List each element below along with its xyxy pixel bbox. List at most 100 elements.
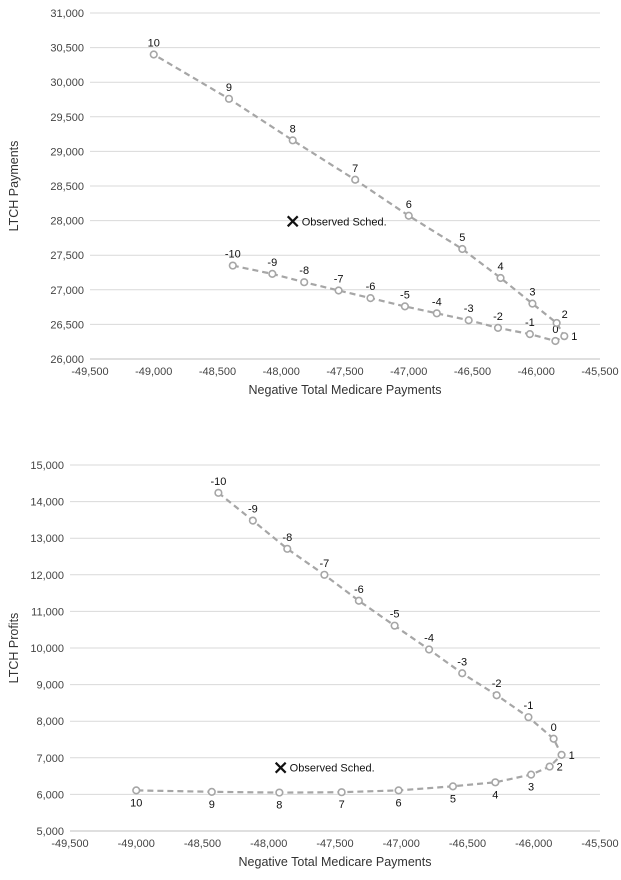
observed-schedule-marker [274,761,287,774]
x-tick-label: -47,000 [383,838,420,850]
data-point [491,778,500,787]
data-label: -5 [390,609,400,621]
data-point [400,302,410,311]
data-point [334,286,343,295]
y-tick-label: 26,500 [50,319,84,331]
data-label: 6 [396,797,402,809]
y-tick-label: 14,000 [30,497,64,509]
data-label: -10 [210,476,226,488]
data-point [525,329,534,339]
y-tick-label: 8,000 [36,716,64,728]
gridlines [90,12,600,360]
data-point [207,787,216,796]
y-tick-label: 31,000 [50,8,84,20]
x-tick-label: -47,000 [390,366,427,378]
y-tick-label: 15,000 [30,460,64,472]
x-tick-label: -46,000 [515,838,552,850]
data-label: 3 [528,782,534,794]
data-label: -7 [334,273,344,285]
data-point [268,269,277,278]
data-point [524,713,533,722]
data-point [132,786,141,795]
y-tick-label: 11,000 [31,606,64,618]
data-label: -4 [424,632,434,644]
data-label: 2 [562,309,568,321]
y-tick-label: 27,500 [50,250,84,262]
data-label: 1 [571,331,577,343]
x-tick-label: -46,500 [449,838,486,850]
y-tick-label: 29,500 [50,112,84,124]
data-point [551,336,560,346]
y-tick-label: 5,000 [36,826,64,838]
y-tick-label: 6,000 [36,789,64,801]
data-label: 10 [130,797,142,809]
data-label: 2 [557,762,563,774]
data-point [458,244,467,254]
y-tick-label: 13,000 [30,533,64,545]
data-point [552,318,561,328]
x-tick-label: -46,000 [518,366,555,378]
data-point [458,669,467,678]
data-label: 0 [552,324,558,336]
data-label: 9 [226,82,232,94]
x-tick-label: -49,000 [135,366,172,378]
data-label: -6 [354,584,364,596]
data-point [283,544,292,553]
data-point [248,516,257,525]
data-label: -4 [432,296,442,308]
data-label: 4 [492,789,498,801]
data-label: -2 [493,311,503,323]
data-label: -2 [492,678,502,690]
series-line [136,491,563,794]
data-point [492,691,501,700]
data-label: 5 [459,232,465,244]
data-label: 1 [569,750,575,762]
chart-ltch-payments: 26,000 26,500 27,000 27,500 28,000 28,500 29,0… [7,8,619,397]
data-label: -3 [457,656,467,668]
x-tick-label: -49,500 [51,838,88,850]
data-label: 6 [406,199,412,211]
data-label: -1 [524,700,534,712]
data-point [404,211,413,220]
data-point [549,734,558,743]
data-label: 8 [290,123,296,135]
y-tick-label: 28,000 [50,216,84,228]
gridlines [70,464,600,832]
data-label: 0 [551,722,557,734]
data-label: 4 [497,261,503,273]
data-label: 7 [339,799,345,811]
data-point [275,788,284,797]
data-label: 7 [352,163,358,175]
data-point [496,273,505,283]
data-label: -1 [525,317,535,329]
data-point [390,621,399,630]
data-point [366,294,375,303]
data-label: -8 [282,532,292,544]
y-tick-label: 10,000 [30,643,64,655]
data-point [560,332,569,341]
data-point [394,786,403,795]
data-point [424,645,434,654]
data-point [432,309,441,318]
observed-schedule-label: Observed Sched. [290,763,375,775]
data-point [351,175,360,184]
x-tick-label: -48,000 [250,838,287,850]
y-tick-label: 30,500 [50,43,84,55]
data-label: -9 [267,257,277,269]
y-tick-label: 29,000 [50,146,84,158]
x-tick-label: -48,500 [199,366,236,378]
data-label: 3 [529,287,535,299]
data-point [448,782,458,791]
chart-ltch-profits: 5,000 6,000 7,000 8,000 9,000 10,000 11,000 12,… [7,460,619,869]
y-axis-title: LTCH Payments [7,141,21,232]
observed-schedule-label: Observed Sched. [302,216,387,228]
y-tick-label: 26,000 [50,354,84,366]
data-point [545,762,554,771]
data-label: -5 [400,289,410,301]
data-point [224,94,234,103]
x-tick-label: -45,500 [581,838,618,850]
data-point [464,316,473,325]
x-axis-title: Negative Total Medicare Payments [239,855,432,869]
data-label: 10 [148,38,160,50]
data-point [149,50,158,59]
